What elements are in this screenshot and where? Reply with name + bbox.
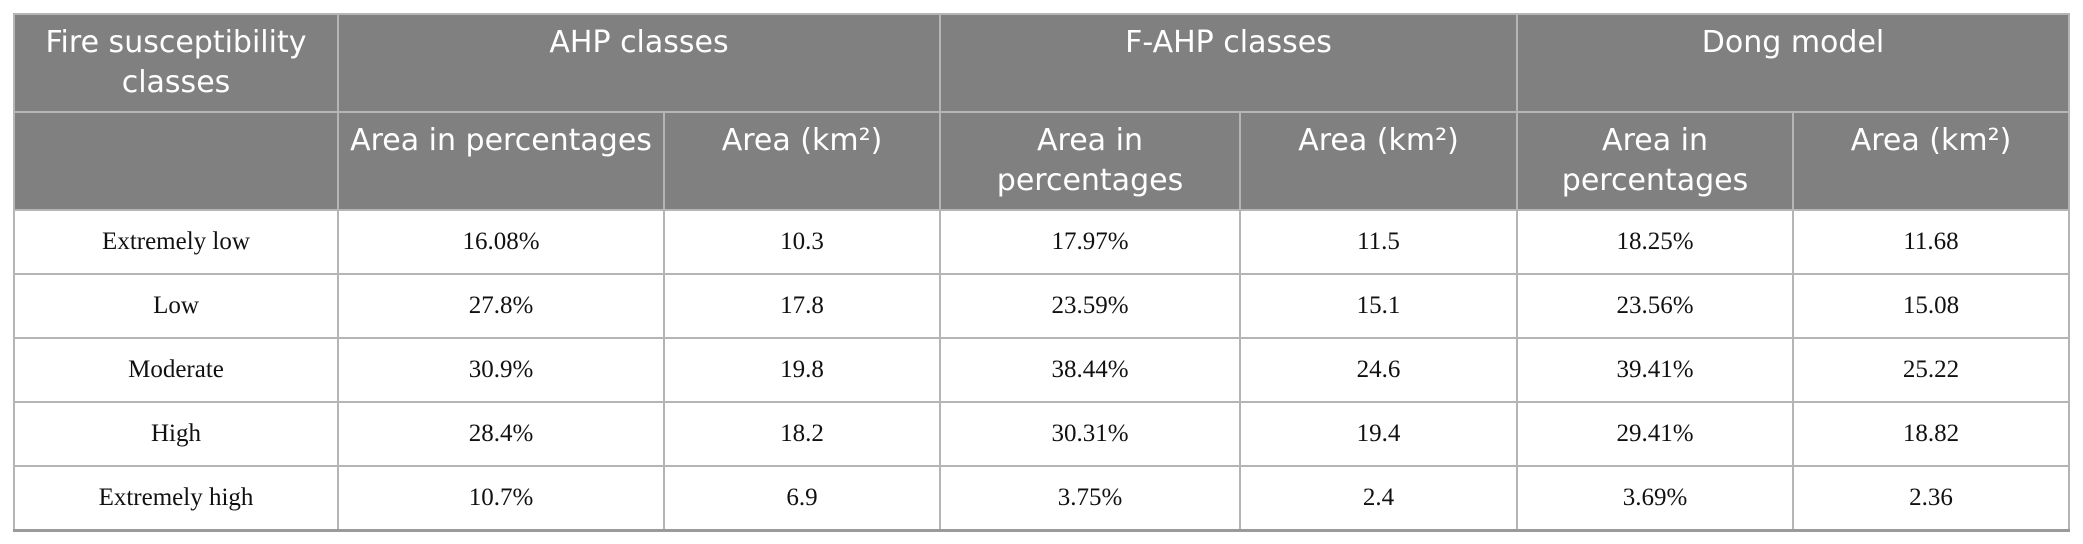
- column-header: Area (km²): [663, 111, 941, 211]
- group-header: Dong model: [1516, 13, 2071, 113]
- table-cell: 19.4: [1238, 401, 1519, 467]
- table-cell: 11.5: [1238, 209, 1519, 275]
- row-label: Extremely high: [13, 465, 339, 532]
- table-row: Extremely high 10.7% 6.9 3.75% 2.4 3.69% 2.36: [13, 465, 2071, 532]
- table-cell: 10.3: [663, 209, 941, 275]
- table-cell: 23.56%: [1516, 273, 1795, 339]
- table-cell: 39.41%: [1516, 337, 1795, 403]
- table-cell: 23.59%: [939, 273, 1241, 339]
- table-cell: 18.2: [663, 401, 941, 467]
- table-cell: 17.8: [663, 273, 941, 339]
- table-row: Low 27.8% 17.8 23.59% 15.1 23.56% 15.08: [13, 273, 2071, 339]
- table-container: Fire susceptibility classes AHP classes F…: [13, 13, 2071, 532]
- table-cell: 25.22: [1792, 337, 2071, 403]
- table-cell: 29.41%: [1516, 401, 1795, 467]
- table-cell: 30.31%: [939, 401, 1241, 467]
- group-header: AHP classes: [337, 13, 941, 113]
- table-row: Moderate 30.9% 19.8 38.44% 24.6 39.41% 25.22: [13, 337, 2071, 403]
- row-label: Low: [13, 273, 339, 339]
- table-cell: 17.97%: [939, 209, 1241, 275]
- column-header: Area in percentages: [1516, 111, 1795, 211]
- header-row: Fire susceptibility classes AHP classes F…: [13, 13, 2071, 113]
- table-cell: 16.08%: [337, 209, 665, 275]
- table-cell: 28.4%: [337, 401, 665, 467]
- column-header: Area in percentages: [939, 111, 1241, 211]
- table-cell: 3.69%: [1516, 465, 1795, 532]
- table-row: High 28.4% 18.2 30.31% 19.4 29.41% 18.82: [13, 401, 2071, 467]
- table-cell: 10.7%: [337, 465, 665, 532]
- row-label: Moderate: [13, 337, 339, 403]
- table-cell: 15.1: [1238, 273, 1519, 339]
- table-cell: 38.44%: [939, 337, 1241, 403]
- table-cell: 24.6: [1238, 337, 1519, 403]
- table-cell: 27.8%: [337, 273, 665, 339]
- table-cell: 30.9%: [337, 337, 665, 403]
- row-label: Extremely low: [13, 209, 339, 275]
- table-cell: 15.08: [1792, 273, 2071, 339]
- table-row: Extremely low 16.08% 10.3 17.97% 11.5 18.25% 1…: [13, 209, 2071, 275]
- table-cell: 11.68: [1792, 209, 2071, 275]
- data-table: Fire susceptibility classes AHP classes F…: [13, 13, 2071, 532]
- table-cell: 18.82: [1792, 401, 2071, 467]
- group-header: F-AHP classes: [938, 13, 1519, 113]
- header-cell: [13, 111, 339, 211]
- table-cell: 6.9: [663, 465, 941, 532]
- table-cell: 18.25%: [1516, 209, 1795, 275]
- column-header: Area in percentages: [337, 111, 665, 211]
- table-body: Extremely low 16.08% 10.3 17.97% 11.5 18.25% 1…: [13, 209, 2071, 532]
- table-cell: 2.36: [1792, 465, 2071, 532]
- header-cell: Fire susceptibility classes: [13, 13, 339, 113]
- column-header: Area (km²): [1238, 111, 1519, 211]
- table-cell: 19.8: [663, 337, 941, 403]
- row-label: High: [13, 401, 339, 467]
- table-cell: 2.4: [1238, 465, 1519, 532]
- column-header: Area (km²): [1792, 111, 2071, 211]
- table-cell: 3.75%: [939, 465, 1241, 532]
- header-row: Area in percentages Area (km²) Area in per…: [13, 111, 2071, 211]
